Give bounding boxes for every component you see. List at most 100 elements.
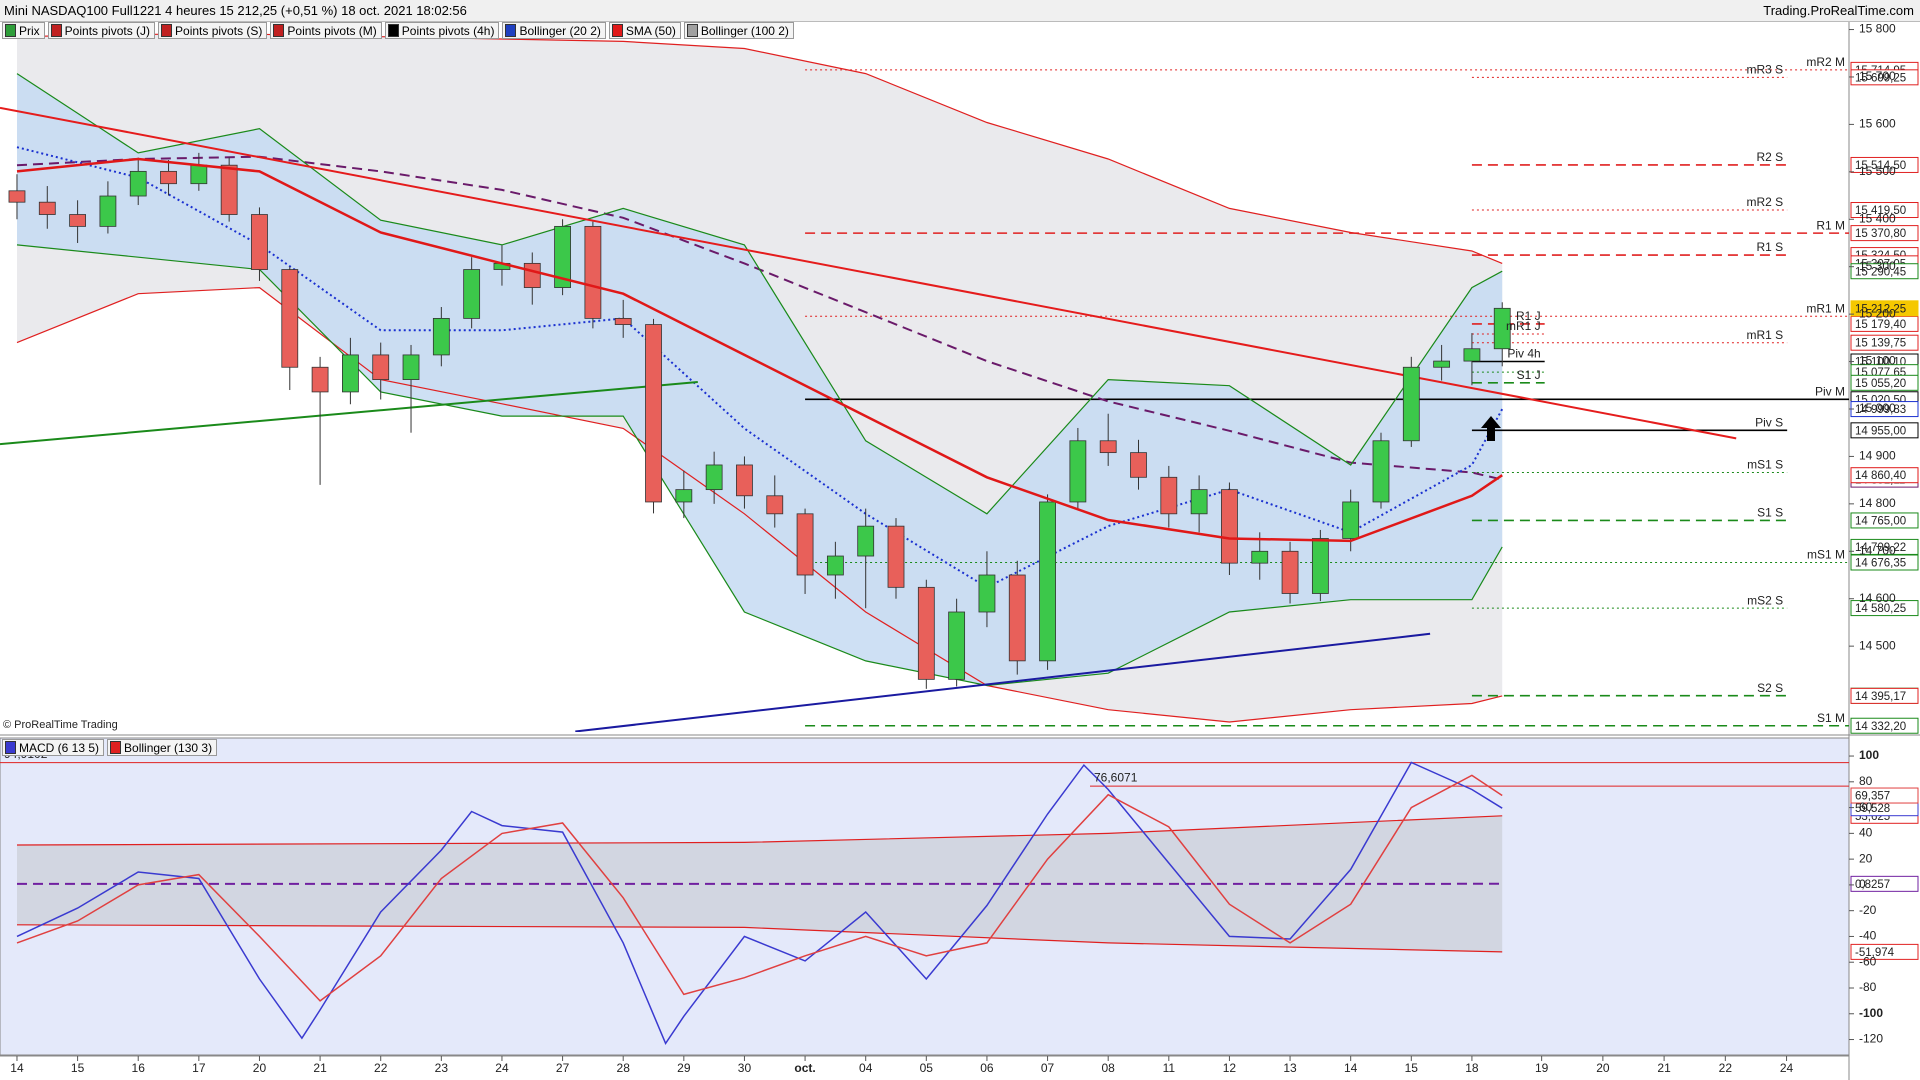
x-tick-label: 24 xyxy=(495,1061,509,1075)
x-tick-label: 07 xyxy=(1041,1061,1055,1075)
pivot-name: mS2 S xyxy=(1747,593,1783,607)
pivot-name: mR3 S xyxy=(1746,62,1783,76)
legend-text: Points pivots (4h) xyxy=(401,23,495,38)
legend-text: MACD (6 13 5) xyxy=(19,740,100,755)
y-tick-label: 20 xyxy=(1859,851,1873,865)
candle-body xyxy=(402,354,420,380)
value-tag-label: 15 212,25 xyxy=(1855,303,1906,315)
y-tick-label: 15 300 xyxy=(1859,259,1896,273)
value-tag xyxy=(1850,787,1919,804)
legend-text: Points pivots (J) xyxy=(64,23,151,38)
candle-body xyxy=(948,611,966,680)
candle-body xyxy=(1069,440,1087,503)
x-tick-label: 30 xyxy=(738,1061,752,1075)
legend-item[interactable]: Bollinger (130 3) xyxy=(107,739,218,756)
y-tick-label: 14 800 xyxy=(1859,496,1896,510)
legend-swatch xyxy=(505,24,517,37)
x-tick-label: 24 xyxy=(1780,1061,1794,1075)
candle-body xyxy=(160,170,177,185)
legend-item[interactable]: SMA (50) xyxy=(608,22,681,39)
x-tick-label: 23 xyxy=(435,1061,449,1075)
legend-swatch xyxy=(161,24,173,37)
x-tick-label: 14 xyxy=(1344,1061,1358,1075)
candle-body xyxy=(705,464,723,491)
value-tag-label: 14 395,17 xyxy=(1855,691,1906,703)
candle-body xyxy=(614,317,632,325)
value-tag xyxy=(1850,422,1919,439)
pivot-name: mR1 M xyxy=(1806,301,1845,315)
candle-body xyxy=(220,164,238,215)
x-tick-label: 22 xyxy=(374,1061,388,1075)
value-tag-label: 14 709,22 xyxy=(1855,542,1906,554)
candle-body xyxy=(190,164,208,185)
pivot-name: S1 M xyxy=(1817,711,1845,725)
legend-swatch xyxy=(686,24,698,37)
candle-body xyxy=(1281,550,1299,594)
legend-item[interactable]: Prix xyxy=(2,22,45,39)
y-tick-label: 40 xyxy=(1859,826,1873,840)
pivot-name: Piv M xyxy=(1815,384,1845,398)
band-upper xyxy=(16,815,1503,846)
value-tag-label: 15 514,50 xyxy=(1855,160,1906,172)
copyright: © ProRealTime Trading xyxy=(3,719,118,731)
legend-text: Prix xyxy=(19,23,40,38)
x-tick-label: 06 xyxy=(980,1061,994,1075)
pivot-name: Piv S xyxy=(1755,416,1783,430)
legend-item[interactable]: Points pivots (S) xyxy=(158,22,268,39)
legend-item[interactable]: Bollinger (20 2) xyxy=(502,22,606,39)
value-tag-label: 15 055,20 xyxy=(1855,378,1906,390)
value-tag xyxy=(1850,717,1919,734)
legend-item[interactable]: Points pivots (J) xyxy=(47,22,156,39)
pivot-name: mR1 S xyxy=(1746,328,1783,342)
x-tick-label: 08 xyxy=(1102,1061,1116,1075)
y-tick-label: 15 800 xyxy=(1859,22,1896,36)
candle-body xyxy=(857,525,875,557)
candle-body xyxy=(372,354,390,380)
header-title: Mini NASDAQ100 Full1221 4 heures 15 212,… xyxy=(4,3,467,18)
value-tag xyxy=(1850,554,1919,571)
y-tick-label: 80 xyxy=(1859,774,1873,788)
y-tick-label: -120 xyxy=(1859,1032,1883,1046)
candle-body xyxy=(1008,574,1026,662)
value-tag-label: 15 139,75 xyxy=(1855,338,1906,350)
macd-plot xyxy=(0,761,1849,1045)
value-tag xyxy=(1850,374,1919,391)
value-tag-label: 15 419,50 xyxy=(1855,205,1906,217)
candle-body xyxy=(342,354,359,393)
value-tag xyxy=(1850,202,1919,219)
legend-item[interactable]: Points pivots (M) xyxy=(270,22,382,39)
y-tick-label: 60 xyxy=(1859,800,1873,814)
candle-body xyxy=(281,269,299,368)
legend-item[interactable]: MACD (6 13 5) xyxy=(2,739,105,756)
y-tick-label: 15 600 xyxy=(1859,117,1896,131)
value-tag-label: 15 179,40 xyxy=(1855,319,1906,331)
candle-body xyxy=(523,262,541,288)
value-tag-label: 14 860,40 xyxy=(1855,470,1906,482)
x-tick-label: 12 xyxy=(1223,1061,1237,1075)
pivot-name: R2 S xyxy=(1756,150,1783,164)
y-tick-label: -80 xyxy=(1859,980,1877,994)
y-tick-label: 15 000 xyxy=(1859,401,1896,415)
legend-text: Bollinger (20 2) xyxy=(519,23,601,38)
pivot-name: mS1 S xyxy=(1747,458,1783,472)
candle-body xyxy=(38,201,56,215)
trendline xyxy=(575,632,1431,732)
x-tick-label: 20 xyxy=(253,1061,267,1075)
value-tag-label: 15 699,25 xyxy=(1855,72,1906,84)
value-tag-label: 59,528 xyxy=(1855,803,1890,815)
pivot-name: mS1 M xyxy=(1807,548,1845,562)
pivot-name: mR2 S xyxy=(1746,195,1783,209)
candle-body xyxy=(584,225,602,319)
legend-item[interactable]: Bollinger (100 2) xyxy=(683,22,794,39)
band-lower xyxy=(16,244,1503,687)
band-lower xyxy=(16,924,1503,953)
candle-body xyxy=(251,214,268,270)
candle-body xyxy=(1342,501,1360,539)
x-tick-label: 05 xyxy=(920,1061,934,1075)
legend-swatch xyxy=(110,741,122,754)
macd-legend: MACD (6 13 5) Bollinger (130 3) xyxy=(2,739,218,756)
legend-text: SMA (50) xyxy=(625,23,676,38)
legend-item[interactable]: Points pivots (4h) xyxy=(384,22,500,39)
candle-body xyxy=(432,317,450,356)
candle-body xyxy=(1463,348,1481,362)
